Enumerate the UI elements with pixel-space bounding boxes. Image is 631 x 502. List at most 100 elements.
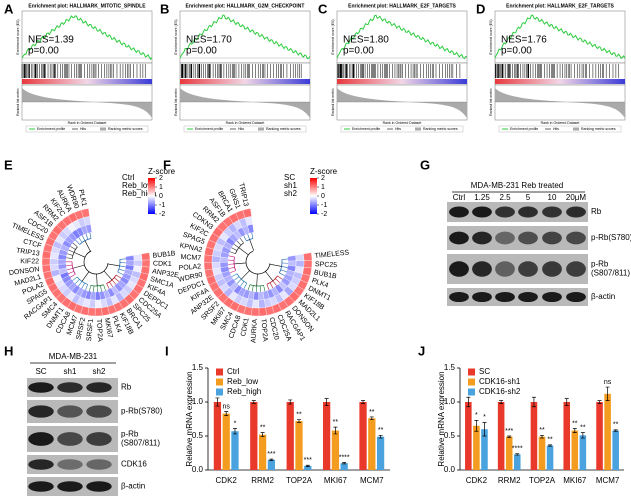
dendro-leaf xyxy=(78,281,83,287)
gene-label: BUB1B xyxy=(152,250,176,259)
dendro-leaf xyxy=(68,271,75,274)
lane-label: 5 xyxy=(526,193,531,202)
dendro-leaf xyxy=(118,268,125,272)
legend-ranking xyxy=(258,127,264,131)
significance: ** xyxy=(260,424,266,431)
blot-row-label: β-actin xyxy=(591,292,615,301)
significance: ** xyxy=(333,419,339,426)
zscore-bar xyxy=(310,178,317,214)
legend-swatch xyxy=(468,388,475,396)
heat-cell xyxy=(203,262,213,271)
error-bar xyxy=(548,444,553,447)
x-tick-label: RRM2 xyxy=(498,476,521,485)
blot-band xyxy=(86,459,112,470)
y-tick-label: 1.5 xyxy=(444,363,456,372)
error-bar xyxy=(260,432,265,438)
dendro-leaf xyxy=(279,272,285,276)
blot-band xyxy=(449,261,469,277)
blot-band xyxy=(518,261,538,277)
dendro-root xyxy=(245,250,271,275)
dendro-leaf xyxy=(68,249,75,253)
zscore-tick-label: 0 xyxy=(159,193,163,200)
dendro-leaf xyxy=(240,281,245,287)
dendro-leaf xyxy=(93,285,95,292)
dendro-leaf xyxy=(75,239,80,245)
heat-cell xyxy=(41,257,51,266)
blot-band xyxy=(86,432,112,446)
error-bar xyxy=(515,453,520,456)
dendro-leaf xyxy=(269,282,274,289)
dendro-stem xyxy=(234,262,247,265)
dendro-stem xyxy=(103,270,113,281)
zscore-bar xyxy=(148,178,155,214)
gene-label: MKI67 xyxy=(103,317,114,338)
error-bar xyxy=(531,396,536,408)
heat-cell xyxy=(211,262,221,270)
gene-label: POLA2 xyxy=(178,263,201,272)
dendro-leaf xyxy=(66,257,73,259)
bar xyxy=(231,431,239,470)
p-text: p=0.00 xyxy=(28,46,59,57)
panel-label: F xyxy=(163,157,171,172)
bar xyxy=(473,425,480,470)
dendro-leaf xyxy=(89,285,92,292)
es-axis-label: Enrichment score (ES) xyxy=(174,19,178,54)
heat-cell xyxy=(303,260,313,269)
rank-strip xyxy=(495,79,625,84)
rank-strip xyxy=(180,79,310,84)
es-box xyxy=(494,10,626,64)
y-tick-label: 0.0 xyxy=(444,465,456,474)
legend-label: Ctrl xyxy=(227,367,240,376)
zscore-tick-label: 1 xyxy=(321,184,325,191)
panel-label: G xyxy=(420,157,430,172)
gsea-title: Enrichment plot: HALLMARK_E2F_TARGETS xyxy=(506,3,614,9)
legend-profile-label: Enrichment profile xyxy=(37,127,65,131)
heat-cell xyxy=(258,307,267,317)
x-tick-label: MCM7 xyxy=(360,476,384,485)
error-bar xyxy=(613,429,618,432)
legend-ranking xyxy=(415,127,421,131)
dendro-stem xyxy=(72,264,85,269)
significance: ** xyxy=(378,427,384,434)
dendro-stem xyxy=(256,273,258,286)
blot-band xyxy=(542,206,562,218)
blot-band xyxy=(566,261,586,277)
dendro-leaf xyxy=(66,264,73,267)
legend-hits-label: Hits xyxy=(238,127,244,131)
zscore-title: Z-score xyxy=(310,167,338,176)
es-axis-label: Enrichment score (ES) xyxy=(16,19,20,54)
significance: **** xyxy=(512,446,523,453)
es-curve xyxy=(21,15,153,61)
dendro-leaf xyxy=(119,258,126,260)
error-bar xyxy=(482,422,487,437)
blot-band xyxy=(57,432,83,446)
heat-cell xyxy=(57,258,67,265)
dendro-leaf xyxy=(111,279,117,285)
gene-label: AURKA xyxy=(251,318,259,343)
bar xyxy=(304,465,312,470)
metric-area xyxy=(337,88,467,118)
nes-text: NES=1.39 xyxy=(28,35,74,46)
blot-band xyxy=(86,405,112,418)
dendro-leaf xyxy=(239,237,244,243)
rank-axis-label: Rank in Ordered Dataset xyxy=(541,121,580,125)
rank-axis-label: Rank in Ordered Dataset xyxy=(226,121,265,125)
blot-band xyxy=(542,231,562,245)
lane-label: 2.5 xyxy=(499,193,511,202)
dendro-leaf xyxy=(75,279,80,284)
dendro-leaf xyxy=(85,284,88,291)
bar xyxy=(322,402,331,470)
bar xyxy=(538,436,546,470)
blot-band xyxy=(472,231,492,245)
x-tick-label: TOP2A xyxy=(286,476,313,485)
es-curve xyxy=(179,14,311,60)
dendro-stem xyxy=(269,263,282,267)
error-bar xyxy=(564,398,569,406)
blot-band xyxy=(28,481,54,492)
legend-hits-label: Hits xyxy=(553,127,559,131)
dendro-leaf xyxy=(100,285,102,292)
error-bar xyxy=(224,411,229,416)
significance: *** xyxy=(505,428,513,435)
error-bar xyxy=(232,428,237,435)
